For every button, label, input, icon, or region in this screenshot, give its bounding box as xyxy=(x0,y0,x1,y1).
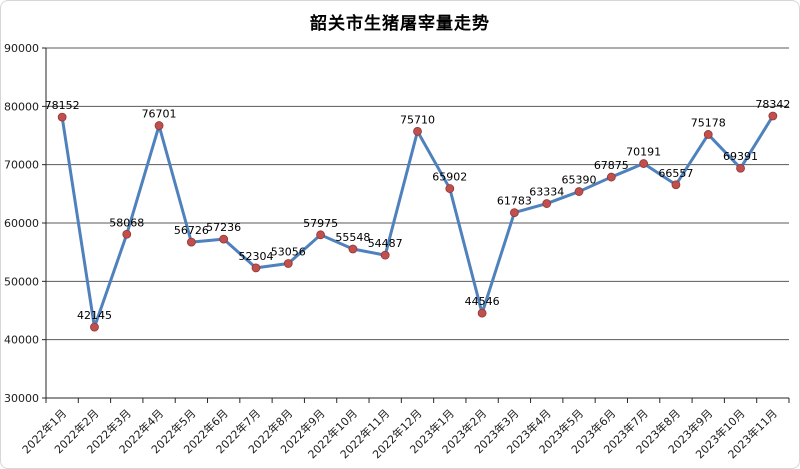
y-axis-tick-label: 30000 xyxy=(4,392,39,405)
data-point-marker xyxy=(736,163,745,173)
y-axis-tick-label: 40000 xyxy=(4,334,39,347)
data-point-label: 75710 xyxy=(400,113,435,126)
y-axis-tick-label: 90000 xyxy=(4,42,39,55)
data-point-marker xyxy=(413,126,422,136)
data-point-label: 56726 xyxy=(174,224,209,237)
data-point-label: 69391 xyxy=(723,150,758,163)
data-point-label: 54487 xyxy=(368,237,403,250)
data-point-label: 55548 xyxy=(335,231,370,244)
data-point-marker xyxy=(606,172,616,182)
data-point-marker xyxy=(186,237,196,247)
data-point-marker xyxy=(703,130,713,139)
data-point-label: 78152 xyxy=(45,99,80,112)
data-point-marker xyxy=(510,208,519,217)
data-point-marker xyxy=(316,230,325,240)
data-point-marker xyxy=(154,121,164,130)
y-axis-tick-label: 80000 xyxy=(4,100,39,113)
data-point-marker xyxy=(283,259,293,268)
data-point-label: 42145 xyxy=(77,309,112,322)
data-point-label: 65390 xyxy=(562,174,597,187)
data-point-label: 70191 xyxy=(626,146,661,159)
data-point-label: 52304 xyxy=(238,250,273,263)
data-point-marker xyxy=(671,180,681,190)
data-point-label: 75178 xyxy=(691,116,726,129)
data-point-marker xyxy=(219,234,229,244)
data-point-marker xyxy=(90,322,99,332)
data-point-label: 58068 xyxy=(109,216,144,229)
y-axis-tick-label: 60000 xyxy=(4,217,39,230)
data-point-label: 53056 xyxy=(271,246,306,259)
data-point-marker xyxy=(768,111,778,121)
data-point-label: 66557 xyxy=(658,167,693,180)
data-point-label: 65902 xyxy=(432,171,467,184)
data-point-label: 61783 xyxy=(497,195,532,208)
data-point-marker xyxy=(639,159,649,168)
series-line xyxy=(60,114,775,329)
data-point-label: 63334 xyxy=(529,186,564,199)
data-point-label: 76701 xyxy=(142,108,177,121)
data-point-label: 67875 xyxy=(594,159,629,172)
data-point-marker xyxy=(445,184,455,193)
data-point-marker xyxy=(380,250,390,260)
data-point-marker xyxy=(251,263,261,273)
y-axis-tick-label: 70000 xyxy=(4,159,39,172)
data-point-marker xyxy=(348,244,358,254)
data-point-marker xyxy=(477,308,487,318)
data-point-label: 57975 xyxy=(303,217,338,230)
data-point-label: 78342 xyxy=(755,98,790,111)
data-point-label: 44546 xyxy=(465,295,500,308)
data-point-label: 57236 xyxy=(206,221,241,234)
data-point-marker xyxy=(57,112,67,122)
chart-title: 韶关市生猪屠宰量走势 xyxy=(310,14,490,34)
data-point-marker xyxy=(542,199,552,208)
data-point-marker xyxy=(574,187,584,196)
y-axis-tick-label: 50000 xyxy=(4,275,39,288)
data-point-marker xyxy=(122,229,132,239)
